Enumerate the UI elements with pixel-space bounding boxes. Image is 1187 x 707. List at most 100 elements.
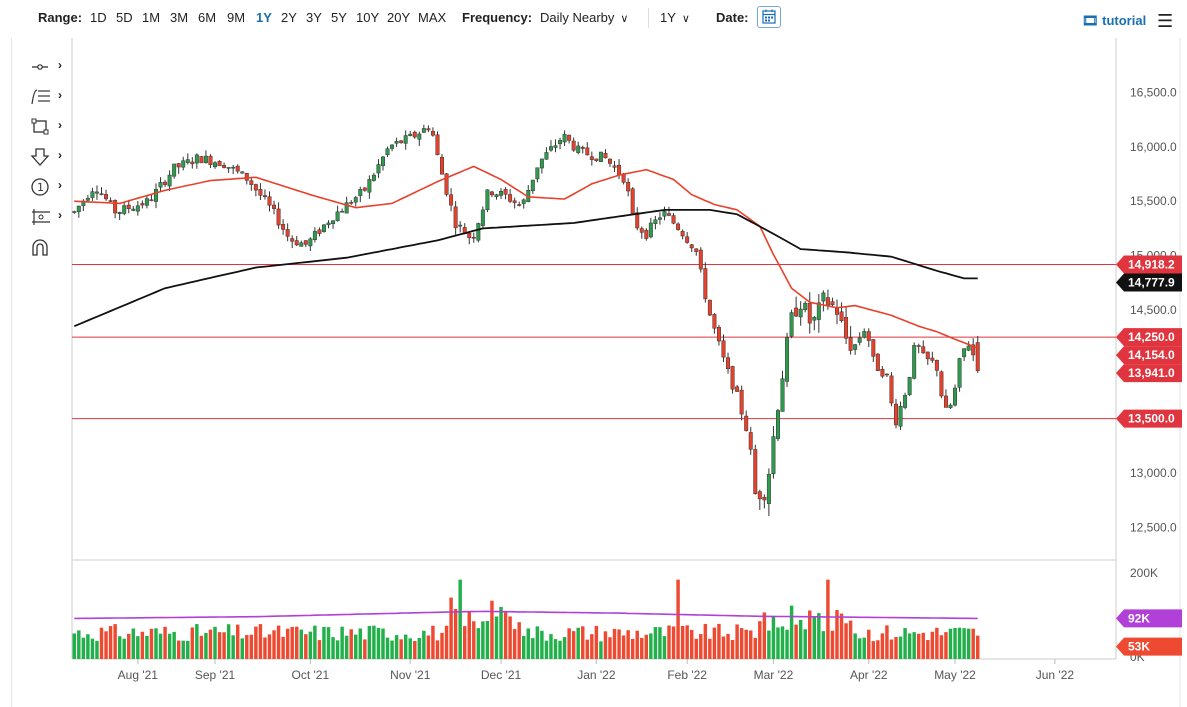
candle-body[interactable] [626, 181, 631, 192]
candle-body[interactable] [617, 164, 622, 175]
candle-body[interactable] [798, 308, 803, 318]
candle-body[interactable] [785, 337, 790, 382]
candle-body[interactable] [594, 158, 599, 161]
candle-body[interactable] [657, 217, 662, 220]
candle-body[interactable] [194, 154, 199, 164]
candle-body[interactable] [503, 189, 508, 195]
candle-body[interactable] [608, 158, 612, 164]
price-chart[interactable]: 16,500.016,000.015,500.015,000.014,500.0… [0, 38, 1187, 707]
candle-body[interactable] [612, 165, 617, 168]
candle-body[interactable] [875, 353, 880, 371]
crosshair-tool[interactable]: › [28, 56, 68, 78]
candle-body[interactable] [934, 360, 939, 371]
candle-body[interactable] [185, 159, 190, 163]
candle-body[interactable] [335, 211, 340, 222]
candle-body[interactable] [267, 196, 272, 206]
candle-body[interactable] [589, 156, 594, 160]
candle-body[interactable] [707, 299, 712, 316]
candle-body[interactable] [90, 191, 95, 198]
candle-body[interactable] [253, 184, 258, 191]
candle-body[interactable] [862, 331, 867, 338]
candle-body[interactable] [376, 164, 381, 174]
counter-tool[interactable]: 1 › [28, 176, 68, 198]
range-3m[interactable]: 3M [170, 10, 189, 25]
candle-body[interactable] [844, 317, 849, 339]
range-5d[interactable]: 5D [116, 10, 133, 25]
candle-body[interactable] [930, 357, 935, 361]
candle-body[interactable] [485, 189, 490, 211]
calendar-button[interactable] [757, 6, 781, 28]
candle-body[interactable] [771, 436, 776, 475]
candle-body[interactable] [499, 191, 504, 196]
range-1m[interactable]: 1M [142, 10, 161, 25]
candle-body[interactable] [203, 155, 208, 163]
candle-body[interactable] [444, 173, 449, 195]
candle-body[interactable] [381, 156, 385, 166]
candle-body[interactable] [716, 327, 721, 342]
candle-body[interactable] [830, 301, 835, 306]
candle-body[interactable] [807, 302, 812, 324]
range-3y[interactable]: 3Y [306, 10, 322, 25]
candle-body[interactable] [512, 200, 517, 203]
candle-body[interactable] [321, 224, 326, 232]
candle-body[interactable] [925, 351, 930, 360]
candle-body[interactable] [748, 432, 753, 450]
candle-body[interactable] [408, 133, 413, 137]
candle-body[interactable] [371, 174, 376, 181]
candle-body[interactable] [394, 140, 399, 144]
candle-body[interactable] [766, 474, 771, 504]
candle-body[interactable] [884, 373, 889, 376]
candle-body[interactable] [576, 145, 581, 153]
candle-body[interactable] [548, 146, 553, 151]
candle-body[interactable] [635, 212, 640, 229]
magnet-tool[interactable] [28, 236, 68, 258]
candle-body[interactable] [276, 208, 281, 226]
candle-body[interactable] [385, 148, 390, 155]
candle-body[interactable] [190, 161, 195, 165]
candle-body[interactable] [517, 204, 522, 206]
candle-body[interactable] [803, 303, 808, 311]
candle-body[interactable] [399, 140, 404, 144]
candle-body[interactable] [108, 200, 113, 202]
candle-body[interactable] [712, 314, 717, 329]
candle-body[interactable] [562, 134, 567, 143]
candle-body[interactable] [344, 202, 349, 214]
candle-body[interactable] [921, 346, 926, 354]
candle-body[interactable] [158, 182, 163, 188]
candle-body[interactable] [72, 211, 77, 213]
candle-body[interactable] [698, 249, 703, 270]
candle-body[interactable] [489, 191, 494, 196]
candle-body[interactable] [135, 205, 140, 212]
candle-body[interactable] [231, 166, 236, 169]
candle-body[interactable] [476, 223, 481, 241]
candle-body[interactable] [889, 375, 894, 404]
candle-body[interactable] [154, 189, 158, 202]
candle-body[interactable] [880, 369, 885, 377]
candle-body[interactable] [222, 165, 227, 168]
candle-body[interactable] [76, 205, 81, 213]
measure-tool[interactable]: › [28, 206, 68, 228]
candle-body[interactable] [871, 339, 876, 357]
candle-body[interactable] [721, 340, 726, 358]
candle-body[interactable] [317, 229, 322, 234]
candle-body[interactable] [853, 344, 858, 350]
candle-body[interactable] [866, 331, 871, 341]
candle-body[interactable] [894, 403, 898, 426]
candle-body[interactable] [630, 188, 635, 214]
candle-body[interactable] [249, 180, 254, 185]
candle-body[interactable] [340, 211, 345, 213]
candle-body[interactable] [957, 358, 962, 388]
candle-body[interactable] [530, 179, 535, 192]
candle-body[interactable] [467, 232, 472, 238]
candle-body[interactable] [644, 229, 649, 239]
candle-body[interactable] [598, 151, 603, 162]
candle-body[interactable] [140, 203, 145, 206]
candle-body[interactable] [163, 181, 168, 185]
candle-body[interactable] [262, 195, 267, 197]
candle-body[interactable] [735, 386, 740, 392]
candle-body[interactable] [113, 200, 118, 214]
candle-body[interactable] [358, 189, 363, 196]
candle-body[interactable] [144, 198, 149, 206]
frequency-dropdown[interactable]: Daily Nearby ∨ [540, 10, 628, 25]
candle-body[interactable] [199, 156, 204, 164]
